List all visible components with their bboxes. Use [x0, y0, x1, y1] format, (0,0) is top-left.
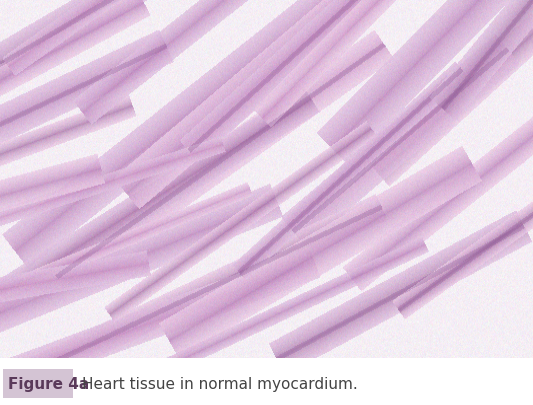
Text: Heart tissue in normal myocardium.: Heart tissue in normal myocardium. — [82, 376, 358, 391]
Text: Figure 4a: Figure 4a — [8, 376, 89, 391]
FancyBboxPatch shape — [3, 369, 73, 398]
